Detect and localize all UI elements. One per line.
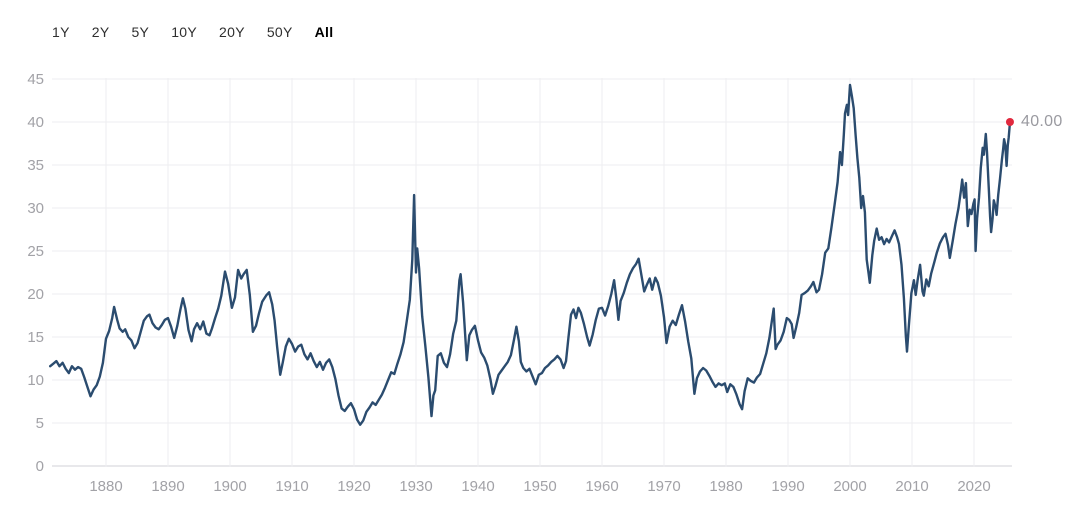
range-button-10y[interactable]: 10Y bbox=[171, 24, 198, 40]
x-tick-label: 2010 bbox=[895, 478, 928, 495]
range-button-all[interactable]: All bbox=[314, 24, 334, 40]
last-value-label: 40.00 bbox=[1021, 113, 1063, 130]
y-tick-label: 5 bbox=[36, 415, 44, 432]
last-value-dot bbox=[1005, 118, 1014, 126]
y-tick-label: 10 bbox=[27, 372, 44, 389]
range-toolbar: 1Y 2Y 5Y 10Y 20Y 50Y All bbox=[52, 24, 333, 40]
y-tick-label: 30 bbox=[27, 200, 44, 217]
x-tick-label: 1910 bbox=[275, 478, 308, 495]
y-tick-label: 45 bbox=[27, 71, 44, 88]
x-tick-label: 1990 bbox=[771, 478, 804, 495]
y-tick-label: 0 bbox=[36, 458, 44, 475]
y-tick-label: 35 bbox=[27, 157, 44, 174]
range-button-2y[interactable]: 2Y bbox=[91, 24, 110, 40]
y-tick-label: 25 bbox=[27, 243, 44, 260]
price-line bbox=[49, 83, 1012, 426]
x-tick-label: 1980 bbox=[709, 478, 742, 495]
x-tick-label: 1880 bbox=[89, 478, 122, 495]
x-tick-label: 1940 bbox=[461, 478, 494, 495]
x-tick-label: 1900 bbox=[213, 478, 246, 495]
range-button-5y[interactable]: 5Y bbox=[131, 24, 150, 40]
range-button-50y[interactable]: 50Y bbox=[266, 24, 293, 40]
x-tick-label: 1960 bbox=[585, 478, 618, 495]
range-button-1y[interactable]: 1Y bbox=[52, 24, 70, 40]
x-tick-label: 2020 bbox=[957, 478, 990, 495]
y-tick-label: 20 bbox=[27, 286, 44, 303]
x-tick-label: 1930 bbox=[399, 478, 432, 495]
x-tick-label: 1950 bbox=[523, 478, 556, 495]
y-tick-label: 40 bbox=[27, 114, 44, 131]
x-tick-label: 1970 bbox=[647, 478, 680, 495]
x-tick-label: 1890 bbox=[151, 478, 184, 495]
x-tick-label: 1920 bbox=[337, 478, 370, 495]
y-tick-label: 15 bbox=[27, 329, 44, 346]
x-tick-label: 2000 bbox=[833, 478, 866, 495]
range-button-20y[interactable]: 20Y bbox=[219, 24, 245, 40]
